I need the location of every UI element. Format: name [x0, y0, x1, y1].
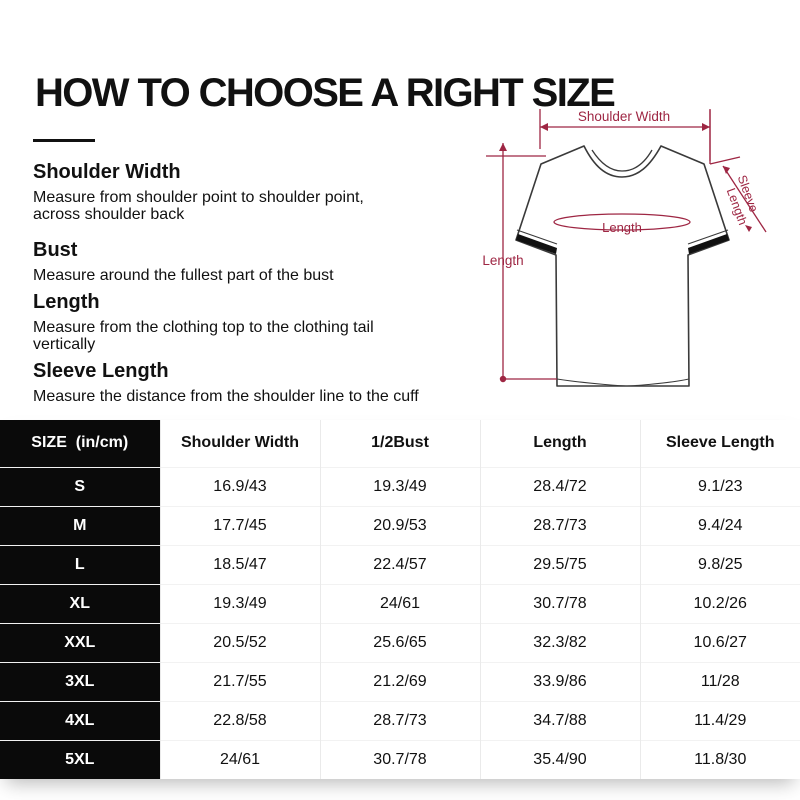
svg-text:Length: Length — [602, 220, 642, 235]
svg-text:Length: Length — [482, 253, 523, 268]
svg-text:Shoulder Width: Shoulder Width — [578, 109, 670, 124]
